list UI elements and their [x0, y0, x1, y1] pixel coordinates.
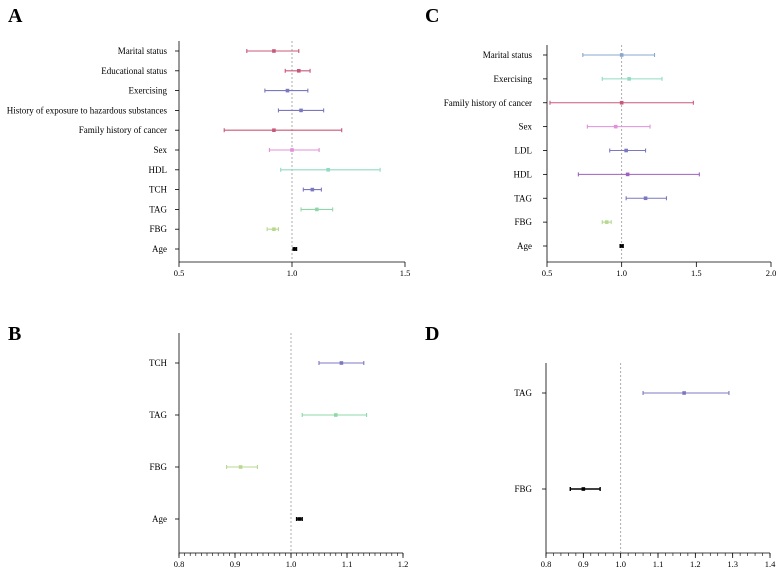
x-tick-label: 1.2: [690, 559, 701, 569]
point-estimate: [619, 53, 624, 57]
x-tick-label: 1.3: [727, 559, 738, 569]
point-estimate: [682, 391, 686, 395]
point-estimate: [326, 168, 330, 172]
point-estimate: [643, 196, 648, 201]
panel-A: A 0.5 1.0 1.5 Marital status Educational stat…: [7, 5, 411, 278]
category-label: TAG: [514, 193, 532, 203]
panel-B: B 0.8 0.9 1.0 1.1 1.2 TCH TAG FBG Age: [8, 323, 408, 569]
point-estimate: [272, 227, 276, 231]
point-estimate: [315, 207, 319, 212]
point-estimate: [624, 148, 628, 153]
point-estimate: [619, 100, 624, 105]
point-estimate: [290, 148, 294, 152]
category-label: TAG: [149, 410, 167, 420]
point-estimate: [297, 517, 302, 521]
category-label: HDL: [149, 165, 168, 175]
panel-C: C 0.5 1.0 1.5 2.0 Marital status Exercising Fam…: [425, 5, 776, 278]
panel-D: D 0.8 0.9 1.0 1.1 1.2 1.3 1.4 TAG FBG: [425, 323, 776, 569]
x-tick-label: 2.0: [766, 268, 777, 278]
category-label: Age: [152, 244, 167, 254]
panel-letter: C: [425, 5, 439, 27]
category-label: Age: [517, 241, 532, 251]
x-tick-label: 1.0: [287, 268, 298, 278]
category-label: TCH: [149, 358, 168, 368]
category-label: Family history of cancer: [444, 98, 532, 108]
x-tick-label: 1.1: [653, 559, 664, 569]
category-label: Family history of cancer: [79, 125, 167, 135]
x-tick-label: 0.9: [578, 559, 589, 569]
category-label: FBG: [149, 224, 167, 234]
x-tick-label: 1.2: [398, 559, 409, 569]
point-estimate: [299, 108, 303, 113]
point-estimate: [238, 465, 243, 469]
x-tick-label: 0.8: [541, 559, 552, 569]
category-label: Educational status: [101, 66, 167, 76]
x-tick-label: 0.5: [174, 268, 185, 278]
x-tick-label: 1.1: [342, 559, 353, 569]
category-label: Age: [152, 514, 167, 524]
x-tick-label: 1.4: [765, 559, 776, 569]
category-label: LDL: [515, 146, 533, 156]
category-label: HDL: [514, 169, 533, 179]
category-label: Sex: [519, 122, 533, 132]
category-label: TAG: [514, 388, 532, 398]
point-estimate: [581, 487, 586, 491]
panel-letter: A: [8, 5, 23, 27]
x-tick-label: 1.0: [616, 268, 627, 278]
x-tick-label: 1.5: [400, 268, 411, 278]
category-label: FBG: [514, 484, 532, 494]
x-tick-label: 1.0: [286, 559, 297, 569]
x-tick-label: 1.5: [691, 268, 702, 278]
point-estimate: [285, 88, 290, 93]
category-label: FBG: [514, 217, 532, 227]
point-estimate: [613, 124, 618, 129]
category-label: Marital status: [118, 46, 168, 56]
category-label: FBG: [149, 462, 167, 472]
panel-letter: D: [425, 323, 439, 345]
category-label: History of exposure to hazardous substan…: [7, 105, 168, 115]
point-estimate: [272, 128, 276, 132]
x-tick-label: 1.0: [615, 559, 626, 569]
point-estimate: [272, 49, 276, 53]
point-estimate: [627, 77, 631, 81]
category-label: TCH: [149, 185, 168, 195]
category-label: Exercising: [494, 74, 533, 84]
panel-letter: B: [8, 323, 21, 345]
category-label: TAG: [149, 204, 167, 214]
x-tick-label: 0.9: [230, 559, 241, 569]
point-estimate: [339, 361, 344, 365]
x-tick-label: 0.8: [174, 559, 185, 569]
point-estimate: [334, 413, 338, 417]
category-label: Marital status: [483, 50, 533, 60]
point-estimate: [604, 220, 609, 224]
point-estimate: [292, 247, 297, 251]
category-label: Exercising: [129, 86, 168, 96]
point-estimate: [296, 69, 301, 73]
category-label: Sex: [154, 145, 168, 155]
point-estimate: [619, 244, 624, 248]
point-estimate: [310, 187, 315, 192]
x-tick-label: 0.5: [542, 268, 553, 278]
point-estimate: [625, 172, 630, 177]
